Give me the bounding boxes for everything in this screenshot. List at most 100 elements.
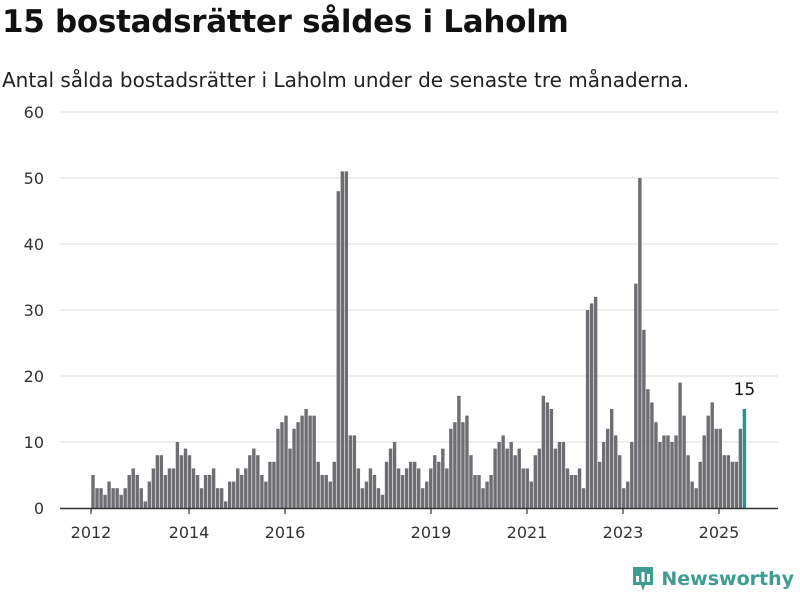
bar <box>521 468 525 508</box>
bar <box>384 461 389 508</box>
bar <box>702 435 706 508</box>
bar <box>557 442 562 508</box>
bar <box>111 488 115 508</box>
bar <box>400 475 405 508</box>
bar <box>131 468 135 508</box>
bar <box>485 481 489 508</box>
bar <box>147 481 151 508</box>
bar <box>638 178 642 508</box>
bar <box>139 488 143 508</box>
y-tick-label: 0 <box>34 499 44 518</box>
bar <box>244 468 248 508</box>
bar <box>726 455 731 508</box>
x-tick-label: 2016 <box>265 523 306 542</box>
bar <box>364 481 369 508</box>
bar <box>513 455 517 508</box>
bar <box>203 475 208 508</box>
bar <box>99 488 103 508</box>
bar <box>207 475 212 508</box>
bar <box>280 422 284 508</box>
bar <box>565 468 570 508</box>
bar <box>678 382 682 508</box>
bar <box>449 428 453 508</box>
x-tick-label: 2021 <box>507 523 548 542</box>
bar <box>497 442 501 508</box>
bar <box>356 468 361 508</box>
bar <box>457 395 461 508</box>
y-tick-label: 20 <box>24 367 44 386</box>
bar <box>328 481 332 508</box>
bar <box>215 488 220 508</box>
bar <box>211 468 216 508</box>
bar <box>601 442 606 508</box>
bar <box>352 435 357 508</box>
bar <box>332 461 336 508</box>
bar <box>296 422 300 508</box>
bar <box>228 481 232 508</box>
bar <box>199 488 204 508</box>
bar <box>573 475 578 508</box>
bar <box>404 468 409 508</box>
bar <box>461 422 465 508</box>
bar <box>425 481 429 508</box>
bar <box>256 455 260 508</box>
bar <box>223 501 228 508</box>
bar <box>183 448 188 508</box>
bar <box>392 442 397 508</box>
bar <box>143 501 147 508</box>
bar <box>674 435 678 508</box>
bar <box>517 448 521 508</box>
newsworthy-logo-icon <box>633 567 654 591</box>
bar <box>553 448 558 508</box>
bar <box>151 468 156 508</box>
bar <box>95 488 99 508</box>
bar <box>91 475 95 508</box>
bar <box>155 455 160 508</box>
bar <box>634 283 638 508</box>
bar <box>489 475 493 508</box>
bar <box>666 435 670 508</box>
bar <box>372 475 377 508</box>
bar <box>622 488 626 508</box>
bar <box>589 303 594 508</box>
bar <box>240 475 244 508</box>
bar <box>529 481 533 508</box>
bar <box>388 448 393 508</box>
bar-highlight <box>742 409 747 508</box>
bar <box>236 468 240 508</box>
bar <box>453 422 457 508</box>
bar <box>380 494 385 508</box>
bar <box>509 442 513 508</box>
bar <box>630 442 634 508</box>
bar <box>445 468 449 508</box>
bar <box>577 468 582 508</box>
bar <box>433 455 437 508</box>
y-tick-label: 60 <box>24 103 44 122</box>
bar <box>465 415 469 508</box>
bar <box>710 402 714 508</box>
bar <box>706 415 710 508</box>
bar <box>127 475 131 508</box>
bar <box>368 468 373 508</box>
bar <box>738 428 743 508</box>
bar <box>272 461 276 508</box>
bar <box>525 468 529 508</box>
bar <box>408 461 413 508</box>
bar <box>505 448 509 508</box>
bar <box>412 461 417 508</box>
bar <box>561 442 566 508</box>
bar <box>396 468 401 508</box>
bar <box>292 428 296 508</box>
bar <box>646 389 650 508</box>
bar <box>533 455 538 508</box>
bar <box>670 442 674 508</box>
bar <box>103 494 107 508</box>
bar <box>545 402 550 508</box>
bar <box>537 448 542 508</box>
bar <box>179 455 184 508</box>
bar <box>159 455 164 508</box>
x-tick-label: 2012 <box>71 523 112 542</box>
bar <box>421 488 425 508</box>
bar <box>175 442 180 508</box>
